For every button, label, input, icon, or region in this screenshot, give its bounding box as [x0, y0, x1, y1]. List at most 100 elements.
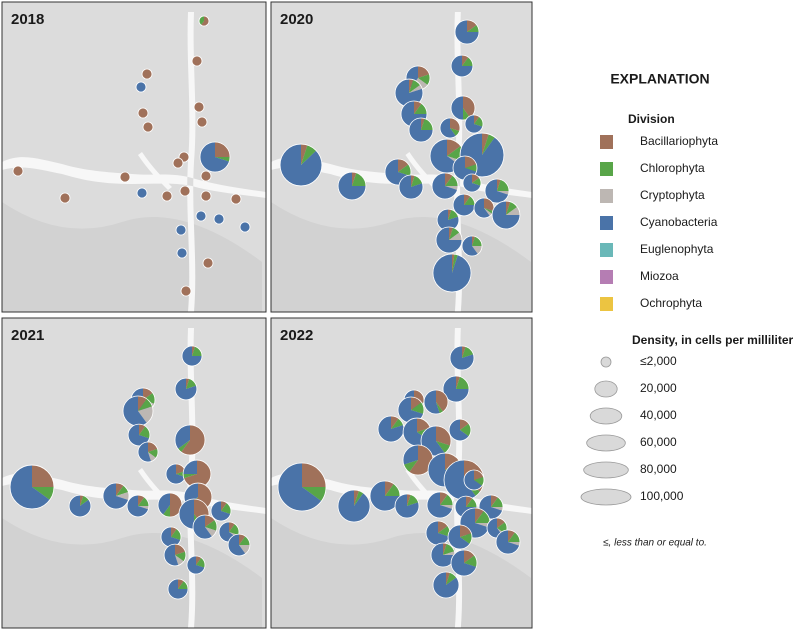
pie-slice: [160, 527, 181, 547]
pie-slice: [465, 164, 477, 172]
site-pie: [337, 489, 371, 523]
panel-frame: [270, 1, 533, 313]
pie-outline: [461, 235, 483, 257]
pie-outline: [491, 200, 521, 230]
pie-slice: [201, 16, 209, 26]
pie-slice: [403, 445, 418, 465]
pie-slice: [193, 515, 213, 539]
pie-slice: [508, 530, 516, 542]
pie-slice: [164, 544, 179, 566]
pie-outline: [277, 462, 327, 512]
pie-slice: [60, 193, 70, 203]
site-pie: [127, 423, 151, 447]
site-pie: [192, 514, 218, 540]
pie-slice: [177, 248, 187, 258]
site-pie: [452, 193, 476, 217]
pie-outline: [180, 285, 192, 297]
site-pie: [191, 55, 203, 67]
pie-slice: [354, 489, 359, 506]
site-pie: [136, 187, 148, 199]
site-pie: [495, 529, 521, 555]
pie-slice: [301, 144, 308, 165]
pie-outline: [200, 190, 212, 202]
pie-slice: [482, 134, 495, 155]
site-pie: [408, 117, 434, 143]
legend-item: Cyanobacteria: [640, 215, 718, 229]
site-pie: [394, 78, 424, 108]
pie-slice: [464, 550, 475, 563]
pie-slice: [398, 164, 411, 177]
pie-slice: [205, 519, 217, 531]
site-pie: [442, 375, 470, 403]
map-panel: [271, 318, 532, 628]
pie-slice: [466, 496, 473, 507]
site-pie: [431, 172, 459, 200]
pie-slice: [391, 418, 404, 429]
pie-slice: [229, 522, 235, 532]
pie-outline: [9, 464, 55, 510]
legend-item: Ochrophyta: [640, 296, 702, 310]
pie-outline: [186, 555, 206, 575]
pie-slice: [168, 579, 188, 599]
pie-slice: [448, 209, 452, 220]
pie-outline: [12, 165, 24, 177]
pie-slice: [462, 55, 469, 66]
pie-slice: [143, 388, 153, 400]
pie-slice: [446, 572, 451, 585]
pie-slice: [192, 56, 202, 66]
pie-slice: [409, 84, 423, 93]
pie-slice: [451, 550, 477, 576]
pie-slice: [472, 177, 482, 186]
density-symbol: [580, 488, 632, 506]
pie-outline: [450, 54, 474, 78]
pie-outline: [279, 143, 323, 187]
pie-slice: [421, 118, 433, 130]
pie-outline: [176, 247, 188, 259]
pie-slice: [448, 209, 459, 220]
site-pie: [200, 170, 212, 182]
pie-slice: [474, 476, 484, 486]
density-label: 60,000: [640, 435, 677, 449]
site-pie: [141, 68, 153, 80]
pie-outline: [408, 117, 434, 143]
pie-slice: [196, 557, 206, 568]
pie-slice: [411, 175, 415, 187]
pie-slice: [446, 572, 457, 585]
pie-slice: [148, 448, 158, 458]
pie-slice: [32, 487, 54, 500]
pie-slice: [138, 398, 153, 411]
density-label: 100,000: [640, 489, 684, 503]
site-pie: [397, 396, 425, 424]
density-symbol: [583, 461, 629, 479]
legend-swatch: [600, 243, 613, 257]
pie-slice: [445, 173, 453, 186]
map-panel: [2, 2, 266, 312]
site-pie: [193, 101, 205, 113]
pie-slice: [418, 74, 430, 86]
density-label: 80,000: [640, 462, 677, 476]
pie-slice: [497, 191, 509, 195]
site-pie: [461, 235, 483, 257]
pie-slice: [186, 378, 190, 389]
pie-outline: [161, 190, 173, 202]
pie-slice: [450, 128, 460, 137]
site-pie: [450, 54, 474, 78]
site-pie: [202, 257, 214, 269]
pie-slice: [491, 497, 503, 507]
pie-slice: [171, 527, 177, 537]
site-pie: [279, 143, 323, 187]
pie-slice: [463, 96, 475, 118]
pie-slice: [378, 416, 404, 442]
pie-outline: [394, 493, 420, 519]
pie-slice: [137, 188, 147, 198]
panel-frame: [270, 317, 533, 629]
pie-slice: [136, 82, 146, 92]
pie-slice: [221, 502, 231, 515]
pie-slice: [183, 460, 197, 474]
pie-slice: [438, 525, 450, 537]
pie-outline: [196, 116, 208, 128]
pie-slice: [445, 186, 458, 191]
pie-slice: [391, 416, 399, 429]
pie-slice: [186, 555, 205, 575]
site-pie: [142, 121, 154, 133]
